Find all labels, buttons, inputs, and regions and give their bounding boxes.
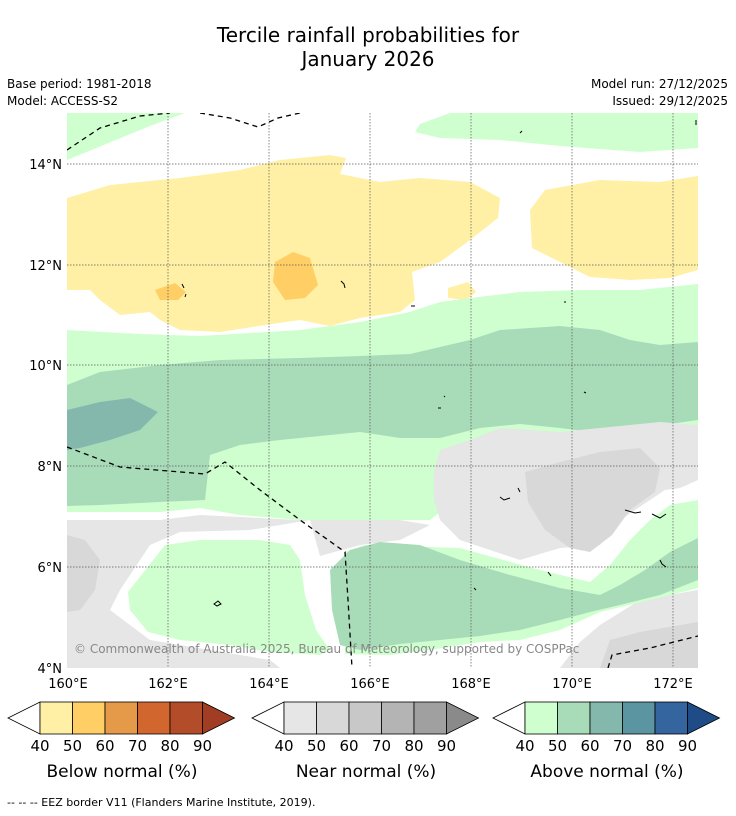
lon-label: 166°E <box>350 677 390 692</box>
colorbar-tick-label: 80 <box>160 737 179 755</box>
colorbar-swatch <box>283 701 317 735</box>
above-normal-region <box>67 398 158 450</box>
colorbar-max-arrow <box>446 701 480 735</box>
colorbar-max-arrow <box>202 701 236 735</box>
base-period: Base period: 1981-2018 <box>7 77 152 91</box>
below-normal-region <box>448 282 476 300</box>
colorbar-tick-label: 50 <box>548 737 567 755</box>
above-normal-region <box>128 540 330 655</box>
colorbar-tick-label: 90 <box>678 737 697 755</box>
near-normal-region <box>600 622 698 668</box>
colorbar-swatch <box>39 701 73 735</box>
colorbar-min-arrow <box>492 701 526 735</box>
eez-footnote: -- -- -- EEZ border V11 (Flanders Marine… <box>7 796 316 809</box>
model-run: Model run: 27/12/2025 <box>590 77 728 91</box>
lat-label: 10°N <box>29 359 62 374</box>
lon-label: 160°E <box>48 677 88 692</box>
colorbar-swatch <box>622 701 656 735</box>
colorbar-tick-label: 60 <box>95 737 114 755</box>
below-normal-region <box>155 283 186 300</box>
colorbar-tick-label: 40 <box>274 737 293 755</box>
colorbar-swatch <box>137 701 171 735</box>
colorbar-tick-label: 50 <box>307 737 326 755</box>
colorbar-min-arrow <box>251 701 285 735</box>
colorbar-swatch <box>169 701 203 735</box>
lon-label: 170°E <box>552 677 592 692</box>
issued-date: Issued: 29/12/2025 <box>612 94 728 108</box>
colorbar-swatch <box>348 701 382 735</box>
map-title-line2: January 2026 <box>301 47 435 71</box>
colorbar-tick-label: 40 <box>30 737 49 755</box>
lon-label: 168°E <box>451 677 491 692</box>
above-normal-region <box>67 326 698 506</box>
islands <box>181 120 697 607</box>
colorbar-swatch <box>524 701 558 735</box>
eez-border <box>67 113 698 668</box>
lat-label: 14°N <box>29 158 62 173</box>
map-gridlines <box>67 113 698 668</box>
above-normal-region <box>415 113 698 152</box>
below-normal-region <box>273 252 318 300</box>
colorbar-tick-label: 50 <box>63 737 82 755</box>
lat-label: 8°N <box>38 460 63 475</box>
lon-label: 164°E <box>249 677 289 692</box>
colorbars: 40 50 60 70 80 90 40 50 60 70 80 90 40 50 60 70 80 90 <box>7 701 721 755</box>
colorbar-swatch <box>316 701 350 735</box>
near-normal-label: Near normal (%) <box>295 762 437 782</box>
colorbar-swatch <box>654 701 688 735</box>
colorbar-tick-label: 70 <box>128 737 147 755</box>
colorbar-tick-label: 90 <box>193 737 212 755</box>
colorbar-tick-label: 80 <box>404 737 423 755</box>
colorbar-tick-label: 70 <box>613 737 632 755</box>
colorbar-swatch <box>104 701 138 735</box>
colorbar-tick-label: 40 <box>515 737 534 755</box>
above-normal-region <box>67 113 185 160</box>
near-normal-region <box>67 535 100 612</box>
colorbar-tick-label: 90 <box>437 737 456 755</box>
colorbar-tick-label: 60 <box>339 737 358 755</box>
above-normal-label: Above normal (%) <box>530 762 684 782</box>
colorbar-swatch <box>72 701 106 735</box>
colorbar-tick-label: 70 <box>372 737 391 755</box>
colorbar-max-arrow <box>687 701 721 735</box>
lon-label: 162°E <box>148 677 188 692</box>
near-normal-region <box>67 515 430 668</box>
map-title-line1: Tercile rainfall probabilities for <box>216 23 520 47</box>
colorbar-min-arrow <box>7 701 41 735</box>
above-normal-region <box>330 538 698 650</box>
lat-label: 6°N <box>38 561 63 576</box>
below-normal-label: Below normal (%) <box>46 762 198 782</box>
colorbar-swatch <box>557 701 591 735</box>
colorbar-swatch <box>589 701 623 735</box>
model-name: Model: ACCESS-S2 <box>7 94 119 108</box>
colorbar-tick-label: 80 <box>645 737 664 755</box>
near-normal-region <box>525 448 660 552</box>
copyright-text: © Commonwealth of Australia 2025, Bureau… <box>74 642 579 656</box>
colorbar-swatch <box>413 701 447 735</box>
map-area: © Commonwealth of Australia 2025, Bureau… <box>67 113 698 668</box>
colorbar-swatch <box>381 701 415 735</box>
lat-label: 12°N <box>29 259 62 274</box>
colorbar-tick-label: 60 <box>580 737 599 755</box>
lat-label: 4°N <box>38 662 63 677</box>
lon-label: 172°E <box>653 677 693 692</box>
